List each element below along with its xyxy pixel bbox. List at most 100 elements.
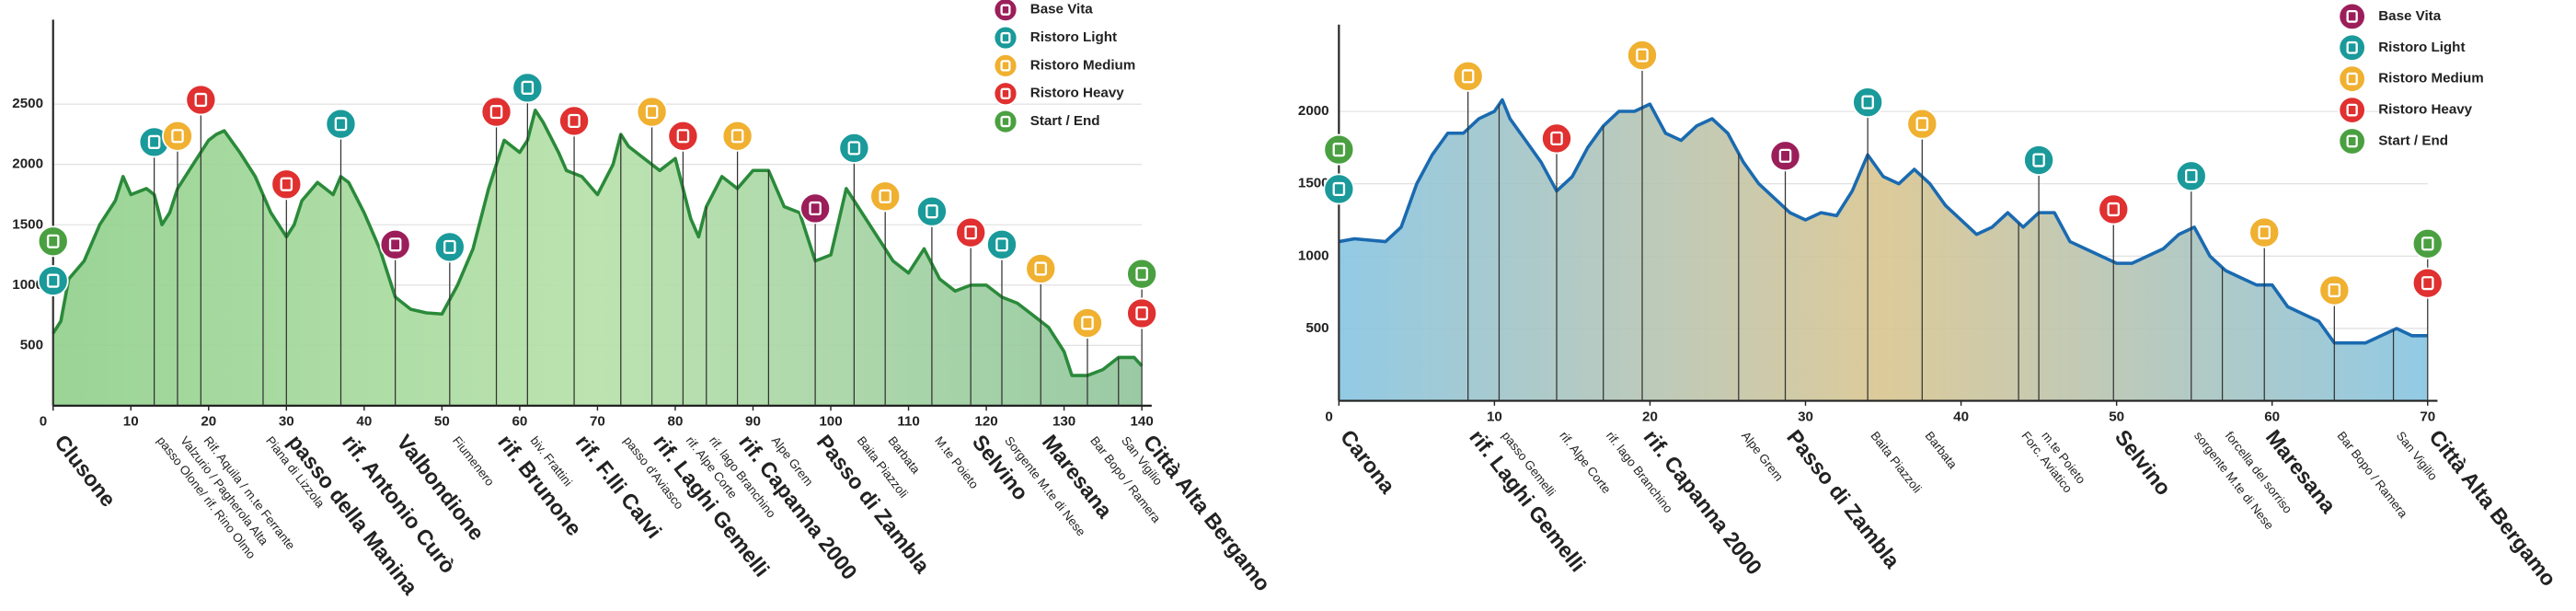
station-marker xyxy=(270,168,303,201)
station-marker xyxy=(1769,140,1801,172)
elevation-line xyxy=(1339,98,2428,345)
station-label: passo Olone/ rif. Rino Olmo xyxy=(155,433,259,561)
station-marker xyxy=(2318,274,2351,306)
x-tick-label: 60 xyxy=(2264,409,2280,424)
legend-label: Ristoro Heavy xyxy=(2378,102,2472,118)
legend-marker-glyph xyxy=(1000,115,1011,128)
legend-marker xyxy=(2338,127,2366,156)
area-fill xyxy=(1339,99,2428,401)
station-marker-glyph xyxy=(676,129,690,144)
station-marker-glyph xyxy=(2328,282,2341,298)
x-tick-label: 80 xyxy=(668,414,684,430)
legend-label: Ristoro Light xyxy=(2378,40,2465,55)
station-marker xyxy=(2411,227,2444,259)
legend-label: Ristoro Medium xyxy=(2378,71,2484,86)
station-marker-glyph xyxy=(568,113,581,129)
x-tick-label: 0 xyxy=(40,414,47,430)
x-tick-label: 30 xyxy=(1798,409,1813,424)
x-tick-label: 100 xyxy=(819,414,842,430)
y-tick-label: 2500 xyxy=(12,96,43,111)
station-marker xyxy=(512,72,544,104)
x-tick-label: 110 xyxy=(897,414,919,430)
station-marker xyxy=(667,120,699,152)
x-tick-label: 60 xyxy=(512,414,527,430)
station-marker xyxy=(799,192,832,225)
station-marker-glyph xyxy=(847,141,861,156)
station-marker xyxy=(955,216,987,248)
station-marker xyxy=(162,120,193,152)
station-marker-glyph xyxy=(1861,95,1874,110)
station-marker-glyph xyxy=(489,105,503,120)
legend-label: Start / End xyxy=(1030,113,1100,129)
x-tick-label: 140 xyxy=(1130,414,1153,430)
station-label: Clusone xyxy=(50,430,121,511)
station-marker xyxy=(915,195,948,227)
station-label: Selvino xyxy=(2110,425,2176,500)
station-marker xyxy=(636,96,668,128)
station-marker-glyph xyxy=(334,117,348,132)
legend-marker xyxy=(993,81,1018,107)
x-tick-label: 40 xyxy=(1953,409,1969,424)
station-marker xyxy=(2175,160,2207,192)
station-marker xyxy=(1852,86,1884,119)
y-tick-label: 1000 xyxy=(1298,248,1329,263)
x-tick-label: 70 xyxy=(590,414,605,430)
x-tick-label: 120 xyxy=(974,414,997,430)
station-marker xyxy=(1126,258,1158,290)
station-marker xyxy=(379,228,411,260)
station-marker-glyph xyxy=(2421,276,2434,291)
station-marker-glyph xyxy=(1332,143,1346,157)
station-marker-glyph xyxy=(2258,225,2271,240)
legend-marker xyxy=(2338,96,2366,124)
station-marker xyxy=(1541,122,1572,155)
legend-marker xyxy=(993,25,1018,51)
chart: 500 1000 1500 2000 2500 0 10 20 30 40 50 60 70 80 90 10… xyxy=(12,0,1275,600)
station-marker xyxy=(1126,297,1158,329)
station-marker-glyph xyxy=(2107,202,2121,217)
y-tick-label: 1000 xyxy=(12,277,43,293)
station-marker-glyph xyxy=(1778,148,1792,163)
station-marker-glyph xyxy=(645,105,659,120)
y-tick-label: 500 xyxy=(1305,320,1328,336)
y-tick-label: 1500 xyxy=(1298,176,1329,191)
station-marker xyxy=(2098,193,2130,225)
legend-marker-glyph xyxy=(1000,31,1011,44)
x-tick-label: 10 xyxy=(123,414,139,430)
station-label: Fiumenero xyxy=(450,433,497,489)
station-marker-glyph xyxy=(879,189,891,203)
legend-marker-glyph xyxy=(1000,60,1011,72)
station-marker-glyph xyxy=(521,80,535,95)
station-marker xyxy=(558,105,591,137)
station-marker-glyph xyxy=(1461,69,1475,84)
station-marker-glyph xyxy=(926,204,938,219)
x-tick-label: 70 xyxy=(2420,409,2435,424)
station-label: Barbata xyxy=(1923,429,1961,472)
station-marker xyxy=(37,225,69,258)
x-tick-label: 130 xyxy=(1052,414,1075,430)
legend-marker-glyph xyxy=(2346,72,2358,86)
station-marker xyxy=(1323,173,1355,205)
station-marker xyxy=(838,132,870,164)
elevation-line xyxy=(52,108,1144,377)
x-tick-label: 20 xyxy=(201,414,216,430)
y-tick-label: 1500 xyxy=(12,216,43,232)
legend-label: Base Vita xyxy=(1030,2,1094,17)
legend-marker-glyph xyxy=(2346,9,2358,23)
station-marker xyxy=(325,108,357,140)
station-marker xyxy=(1025,253,1057,284)
station-marker-glyph xyxy=(280,177,293,191)
x-tick-label: 10 xyxy=(1487,409,1502,424)
legend-label: Ristoro Heavy xyxy=(1030,86,1124,101)
x-tick-label: 90 xyxy=(745,414,761,430)
y-tick-label: 2000 xyxy=(12,156,43,172)
station-marker-glyph xyxy=(46,234,60,248)
station-marker-glyph xyxy=(194,92,208,108)
station-marker xyxy=(721,120,753,152)
legend-marker xyxy=(2338,33,2366,62)
station-marker-glyph xyxy=(147,134,161,149)
station-marker xyxy=(2411,267,2444,299)
x-tick-label: 30 xyxy=(279,414,294,430)
y-tick-label: 500 xyxy=(20,337,43,352)
station-marker-glyph xyxy=(809,201,822,216)
